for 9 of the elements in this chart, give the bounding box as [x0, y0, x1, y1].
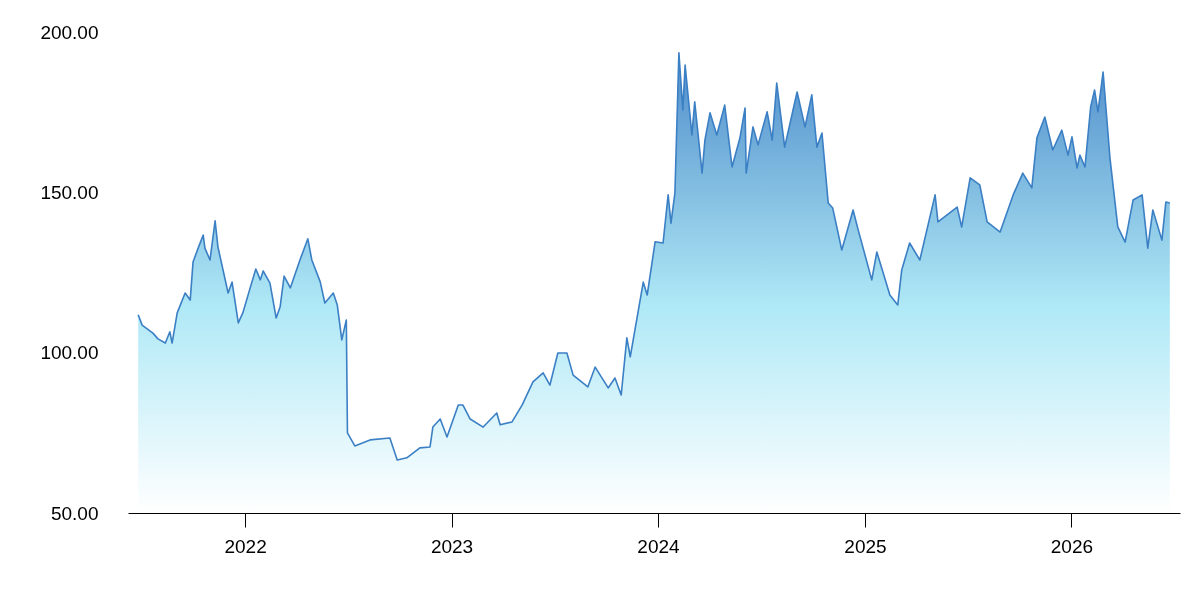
x-tick-label: 2022 [224, 535, 267, 557]
x-tick-label: 2026 [1050, 535, 1094, 557]
x-tick-label: 2025 [844, 535, 887, 557]
y-tick-label: 200.00 [40, 21, 99, 43]
y-tick-label: 50.00 [50, 502, 99, 524]
y-tick-label: 150.00 [40, 181, 99, 203]
x-tick-label: 2024 [637, 535, 681, 557]
x-tick-label: 2023 [430, 535, 474, 557]
y-tick-label: 100.00 [40, 342, 99, 364]
